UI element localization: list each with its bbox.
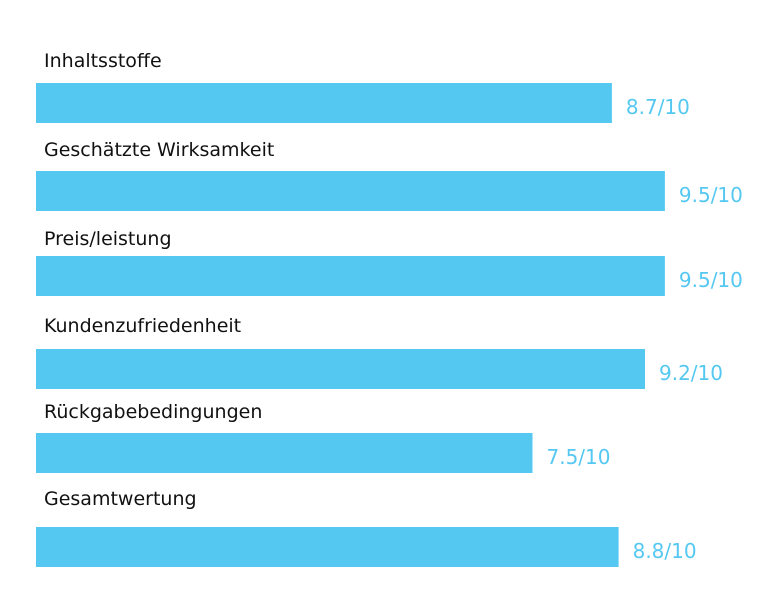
bar-gesamtwertung xyxy=(36,527,619,567)
bar-preis-leistung xyxy=(36,256,665,296)
value-label-inhaltsstoffe: 8.7/10 xyxy=(626,95,690,119)
value-label-geschaetzte-wirksamkeit: 9.5/10 xyxy=(679,183,743,207)
category-label-gesamtwertung: Gesamtwertung xyxy=(44,488,197,510)
category-label-geschaetzte-wirksamkeit: Geschätzte Wirksamkeit xyxy=(44,139,274,161)
category-label-inhaltsstoffe: Inhaltsstoffe xyxy=(44,50,162,72)
bar-kundenzufriedenheit xyxy=(36,349,645,389)
bar-geschaetzte-wirksamkeit xyxy=(36,171,665,211)
category-label-preis-leistung: Preis/leistung xyxy=(44,228,172,250)
bar-inhaltsstoffe xyxy=(36,83,612,123)
value-label-gesamtwertung: 8.8/10 xyxy=(633,539,697,563)
bar-rueckgabebedingungen xyxy=(36,433,533,473)
value-label-kundenzufriedenheit: 9.2/10 xyxy=(659,361,723,385)
category-label-rueckgabebedingungen: Rückgabebedingungen xyxy=(44,401,262,423)
value-label-rueckgabebedingungen: 7.5/10 xyxy=(547,445,611,469)
value-label-preis-leistung: 9.5/10 xyxy=(679,268,743,292)
category-label-kundenzufriedenheit: Kundenzufriedenheit xyxy=(44,315,241,337)
